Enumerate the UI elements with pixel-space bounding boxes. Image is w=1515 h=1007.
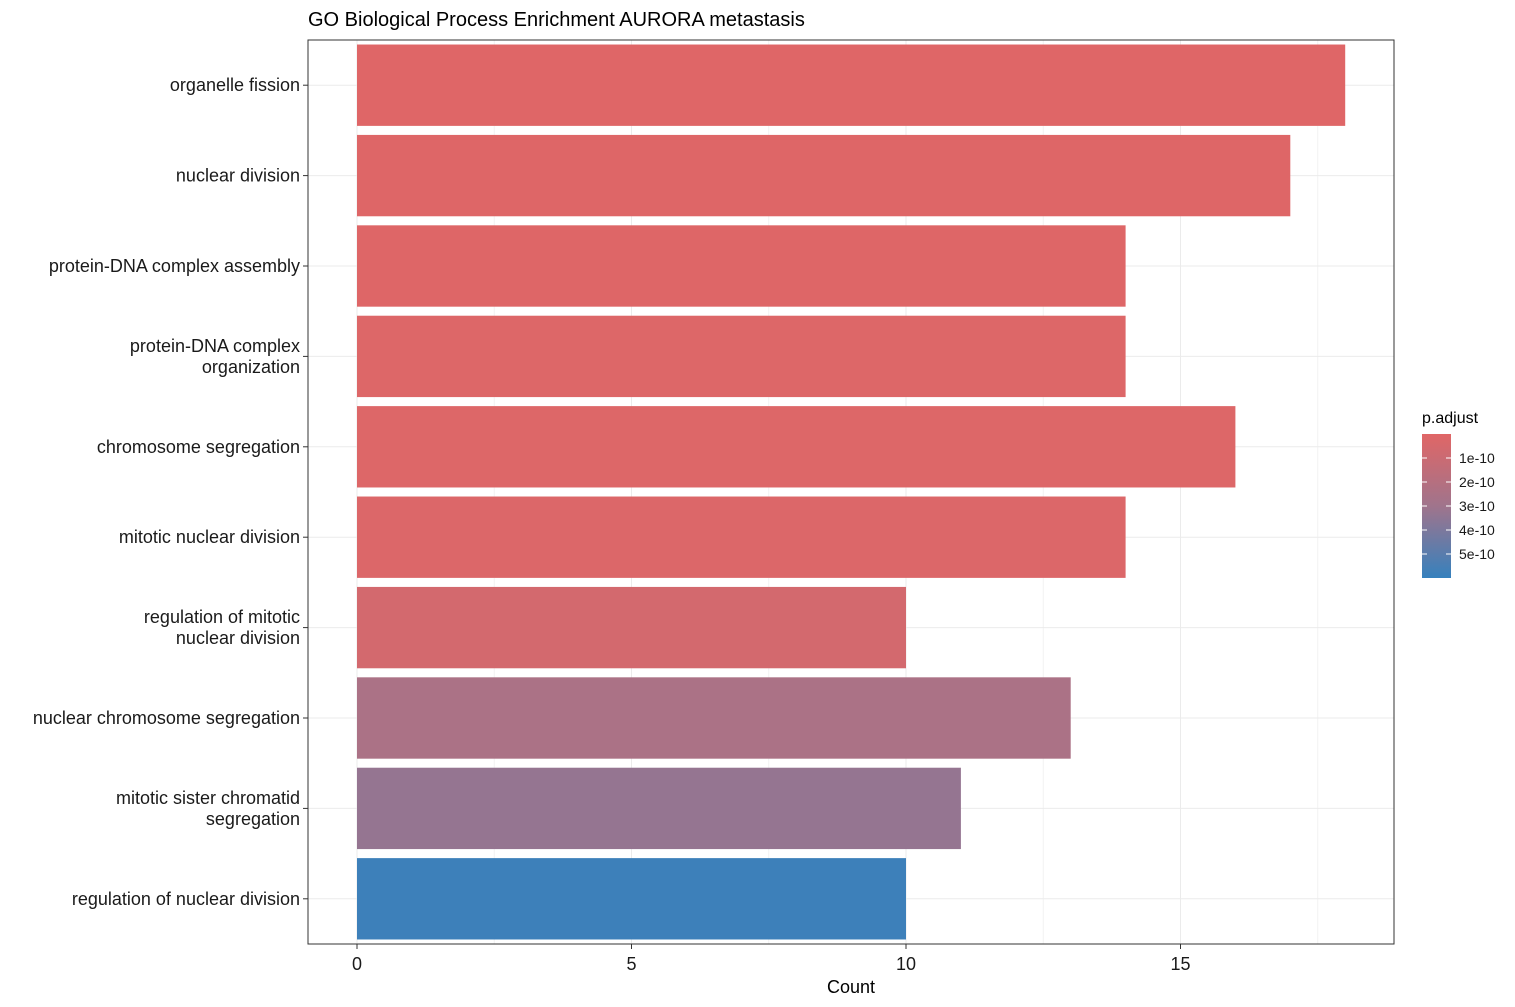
x-tick-label: 0: [352, 954, 362, 974]
category-label: protein-DNA complex organization: [130, 336, 300, 377]
bar: [357, 677, 1071, 759]
category-label: regulation of mitotic nuclear division: [144, 607, 300, 648]
category-label: protein-DNA complex assembly: [49, 256, 300, 276]
bar: [357, 767, 961, 850]
legend: p.adjust 1e-10 2e-10 3e-10 4e-10 5e-10: [1422, 410, 1495, 578]
bar: [357, 315, 1126, 398]
x-tick-label: 15: [1170, 954, 1190, 974]
category-label: mitotic nuclear division: [119, 527, 300, 547]
bar: [357, 496, 1126, 578]
x-axis-title: Count: [827, 977, 875, 997]
legend-tick-label: 2e-10: [1459, 474, 1495, 490]
category-label: nuclear division: [176, 166, 300, 186]
category-label: mitotic sister chromatid segregation: [116, 788, 300, 829]
category-label: organelle fission: [170, 75, 300, 95]
chart-title: GO Biological Process Enrichment AURORA …: [308, 9, 805, 31]
legend-tick-label: 3e-10: [1459, 498, 1495, 514]
bars: [357, 44, 1346, 940]
x-tick-label: 5: [626, 954, 636, 974]
legend-tick-label: 1e-10: [1459, 450, 1495, 466]
panel-border: [307, 39, 1395, 945]
bar: [357, 406, 1236, 488]
x-tick-label: 10: [896, 954, 916, 974]
x-axis: 0 5 10 15: [352, 944, 1191, 974]
y-axis: organelle fission nuclear division protein…: [33, 75, 308, 909]
legend-title: p.adjust: [1422, 410, 1479, 427]
category-label: regulation of nuclear division: [72, 889, 300, 909]
bar: [357, 44, 1346, 126]
bar: [357, 225, 1126, 307]
category-label: chromosome segregation: [97, 437, 300, 457]
legend-tick-label: 4e-10: [1459, 522, 1495, 538]
bar: [357, 586, 906, 669]
category-label: nuclear chromosome segregation: [33, 708, 300, 728]
bar: [357, 858, 906, 940]
bar: [357, 134, 1291, 217]
legend-tick-label: 5e-10: [1459, 546, 1495, 562]
